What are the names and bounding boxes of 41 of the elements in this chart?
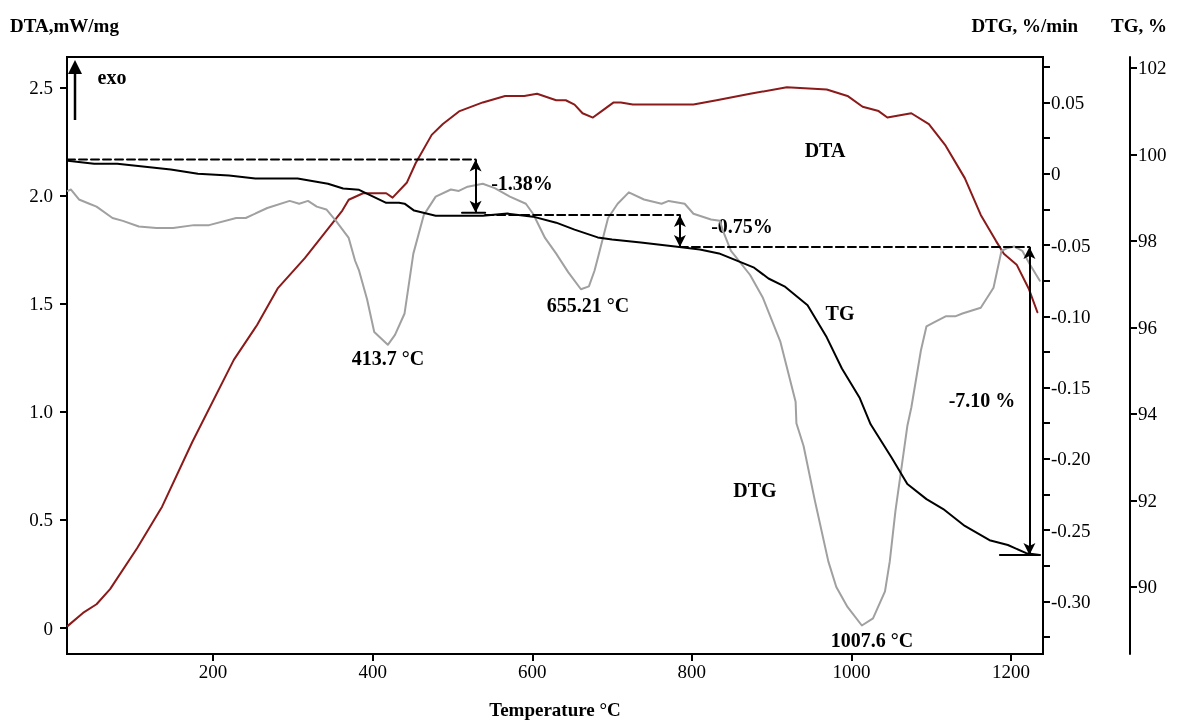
x-axis-title: Temperature °C (489, 699, 621, 720)
x-tick-label: 800 (677, 661, 707, 682)
annotation: 655.21 °C (546, 294, 630, 316)
x-tick-label: 600 (518, 661, 547, 682)
y-tick-label: 0.5 (29, 509, 53, 531)
y-axis-title: DTA,mW/mg (10, 15, 120, 36)
y2-tick-label: 0.05 (1051, 92, 1085, 114)
y3-axis-title: TG, % (1111, 15, 1167, 36)
y3-tick-label: 96 (1138, 316, 1157, 338)
y2-tick-label: -0.10 (1051, 305, 1091, 327)
x-tick-label: 400 (358, 661, 387, 682)
y3-tick-label: 100 (1138, 143, 1167, 165)
annotation: -0.75% (711, 215, 773, 237)
y2-tick-label: -0.05 (1051, 234, 1091, 256)
y2-tick-label: -0.30 (1051, 590, 1091, 612)
y-tick-label: 1.0 (29, 401, 53, 423)
y2-tick-label: -0.20 (1051, 448, 1091, 470)
x-tick-label: 1000 (832, 661, 871, 682)
y2-tick-label: -0.25 (1051, 519, 1091, 541)
y-tick-label: 1.5 (29, 293, 53, 315)
x-tick-label: 1200 (992, 661, 1031, 682)
annotation: 1007.6 °C (830, 629, 914, 651)
annotation: -7.10 % (948, 389, 1016, 411)
y-tick-label: 0 (43, 617, 53, 639)
y-tick-label: 2.0 (29, 184, 53, 206)
y3-tick-label: 98 (1138, 230, 1157, 252)
y3-tick-label: 92 (1138, 489, 1157, 511)
y3-tick-label: 94 (1138, 403, 1158, 425)
annotation: TG (825, 302, 855, 324)
x-tick-label: 200 (198, 661, 228, 682)
y2-axis-title: DTG, %/min (971, 15, 1079, 36)
annotation: -1.38% (491, 172, 553, 194)
y2-tick-label: 0 (1051, 163, 1061, 185)
annotation: DTA (804, 139, 846, 161)
y3-tick-label: 90 (1138, 576, 1157, 598)
y-tick-label: 2.5 (29, 76, 53, 98)
y2-tick-label: -0.15 (1051, 377, 1091, 399)
y3-tick-label: 102 (1138, 57, 1167, 79)
annotation: 413.7 °C (351, 347, 425, 369)
annotation: exo (97, 66, 127, 88)
annotation: DTG (733, 479, 778, 501)
